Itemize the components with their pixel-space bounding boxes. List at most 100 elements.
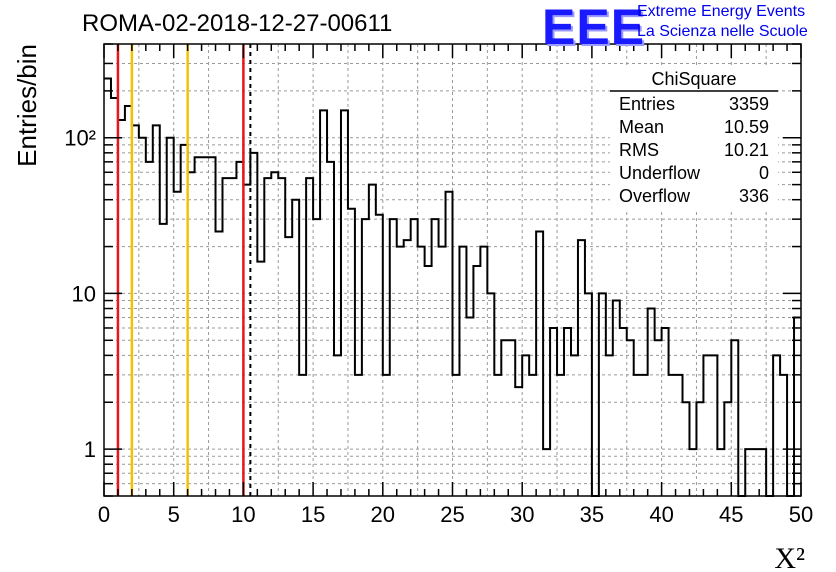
y-tick-label: 1 [84,437,96,462]
histogram-bin [418,247,425,496]
x-tick-label: 15 [301,502,325,527]
histogram-bin [627,340,634,496]
histogram-bin [613,301,620,496]
histogram-bin [662,328,669,496]
histogram-bin [397,247,404,496]
histogram-bin [557,375,564,496]
histogram-bin [634,375,641,496]
histogram-bin [648,309,655,496]
stats-box-background [610,66,778,210]
histogram-bin [404,240,411,496]
stats-label: Overflow [619,186,691,206]
histogram-bin [313,219,320,496]
histogram-bin [487,293,494,496]
histogram-outline [104,77,801,497]
histogram-bin [285,237,292,496]
histogram-bin [390,219,397,496]
histogram-bin [522,355,529,496]
histogram-bin [411,219,418,496]
histogram-bin [710,355,717,496]
histogram-bin [355,375,362,496]
histogram-bin [160,224,167,496]
histogram-bin [599,293,606,496]
histogram-bin [655,340,662,496]
histogram-bin [264,178,271,496]
logo-subtitle-line2: La Scienza nelle Scuole [637,23,808,40]
x-tick-label: 25 [440,502,464,527]
histogram-bin [383,375,390,496]
histogram-bin [773,355,780,496]
logo-subtitle-line1: Extreme Energy Events [637,3,806,20]
histogram-bin [104,79,111,496]
x-tick-label: 45 [719,502,743,527]
histogram-bin [724,402,731,496]
histogram-bin [222,178,229,496]
histogram-bin [564,328,571,496]
x-tick-label: 50 [789,502,813,527]
y-tick-label: 10² [64,126,96,151]
histogram-bin [306,178,313,496]
stats-value: 0 [759,163,769,183]
histogram-bin [278,178,285,496]
histogram-bin [271,172,278,496]
histogram-bin [453,375,460,496]
histogram-bin [327,162,334,496]
histogram-bin [745,449,752,496]
histogram-bin [689,449,696,496]
stats-value: 3359 [729,94,769,114]
histogram-bin [620,328,627,496]
stats-label: Mean [619,117,664,137]
histogram-bin [362,219,369,496]
histogram-bin [536,231,543,496]
histogram-bin [606,355,613,496]
stats-label: Underflow [619,163,701,183]
histogram-bin [174,192,181,496]
histogram-bin [543,449,550,496]
stats-box-title: ChiSquare [651,69,736,89]
histogram-bin [202,157,209,496]
histogram-bin [292,200,299,496]
x-tick-label: 5 [168,502,180,527]
chart-title: ROMA-02-2018-12-27-00611 [82,10,393,37]
histogram-bin [216,231,223,496]
histogram-bin [446,192,453,496]
histogram-bin [515,387,522,496]
histogram-bin [683,402,690,496]
histogram-bin [439,247,446,496]
x-tick-label: 35 [580,502,604,527]
x-tick-label: 10 [231,502,255,527]
histogram-bin [696,402,703,496]
histogram-bin [209,157,216,496]
x-tick-label: 40 [649,502,673,527]
histogram-bin [494,375,501,496]
histogram-bin [508,340,515,496]
stats-value: 10.21 [724,140,769,160]
histogram-bin [334,355,341,496]
histogram-bin [529,375,536,496]
histogram-bin [780,375,787,496]
histogram-bin [585,293,592,496]
histogram-bin [578,240,585,496]
stats-value: 336 [739,186,769,206]
histogram-bin [480,247,487,496]
histogram-bin [139,138,146,496]
stats-label: RMS [619,140,659,160]
histogram-bin [676,375,683,496]
histogram-bin [459,247,466,496]
x-axis: 0 5 10 15 20 25 30 35 40 45 50 [98,44,813,527]
histogram-bin [320,110,327,496]
histogram-bin [341,110,348,496]
histogram-bin [146,162,153,496]
stats-box: ChiSquare Entries 3359 Mean 10.59 RMS 10.21 Und… [610,66,778,210]
x-tick-label: 20 [371,502,395,527]
x-tick-label: 30 [510,502,534,527]
histogram-bin [752,449,759,496]
histogram-bin [473,266,480,496]
histogram-bin [703,355,710,496]
histogram-bin [759,449,766,496]
histogram-bin [229,178,236,496]
histogram-bin [717,449,724,496]
histogram-bin [425,266,432,496]
histogram-bin [348,209,355,496]
